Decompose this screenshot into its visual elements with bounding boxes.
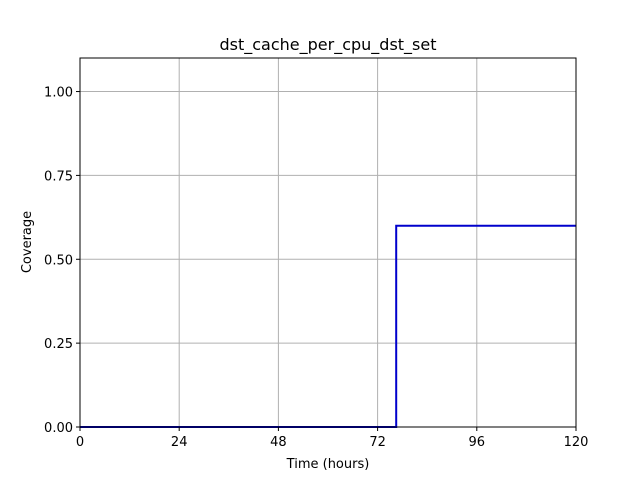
series-layer (80, 224, 576, 428)
plot-frame (79, 57, 577, 428)
x-tick-label: 0 (76, 435, 84, 450)
grid (79, 58, 577, 428)
x-axis-ticks: 0 24 48 72 96 120 (76, 427, 589, 450)
x-tick-label: 24 (171, 435, 188, 450)
x-tick-label: 48 (270, 435, 287, 450)
coverage-series-line (80, 224, 576, 428)
y-axis-ticks: 0.00 0.25 0.50 0.75 1.00 (44, 86, 80, 436)
x-axis-label: Time (hours) (286, 457, 370, 472)
y-tick-label: 1.00 (44, 86, 73, 101)
y-tick-label: 0.50 (44, 253, 73, 268)
x-tick-label: 72 (369, 435, 386, 450)
y-tick-label: 0.00 (44, 421, 73, 436)
y-tick-label: 0.25 (44, 337, 73, 352)
chart-title: dst_cache_per_cpu_dst_set (219, 35, 436, 55)
x-tick-label: 120 (564, 435, 589, 450)
y-axis-label: Coverage (20, 211, 35, 273)
y-tick-label: 0.75 (44, 169, 73, 184)
x-tick-label: 96 (469, 435, 486, 450)
